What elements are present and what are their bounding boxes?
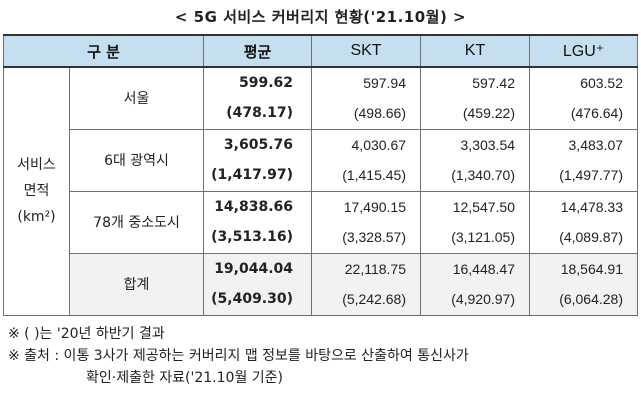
header-row: 구 분 평균 SKT KT LGU⁺ (2, 34, 639, 68)
kt-value: 16,448.47 (452, 261, 516, 277)
header-lgu: LGU⁺ (529, 34, 639, 68)
skt-prev-value: (5,242.68) (342, 291, 407, 307)
kt-cell: 16,448.47 (4,920.97) (420, 252, 531, 316)
skt-prev-value: (1,415.45) (342, 167, 407, 183)
kt-prev-value: (3,121.05) (451, 229, 516, 245)
table-row: 서비스 면적 (km²) 서울 599.62 (478.17) 597.94 (49… (3, 66, 639, 316)
footnote-source-continued: 확인·제출한 자료('21.10월 기준) (86, 370, 284, 386)
region-label: 6대 광역시 (68, 128, 205, 192)
avg-cell: 599.62 (478.17) (203, 66, 313, 130)
avg-prev-value: (3,513.16) (211, 229, 294, 245)
kt-prev-value: (4,920.97) (451, 291, 516, 307)
lgu-value: 14,478.33 (560, 199, 624, 215)
skt-cell: 4,030.67 (1,415.45) (311, 128, 422, 192)
avg-cell: 14,838.66 (3,513.16) (203, 190, 313, 254)
lgu-value: 3,483.07 (568, 137, 624, 153)
group-label-line-3: (km²) (17, 209, 56, 226)
lgu-value: 18,564.91 (560, 261, 624, 277)
avg-value: 599.62 (238, 75, 294, 92)
lgu-cell: 18,564.91 (6,064.28) (529, 252, 639, 316)
skt-prev-value: (498.66) (353, 105, 407, 122)
header-category: 구 분 (2, 34, 205, 68)
region-label: 합계 (68, 252, 205, 316)
skt-value: 4,030.67 (351, 137, 407, 153)
table-row: 6대 광역시 3,605.76 (1,417.97) 4,030.67 (1,415… (4, 128, 639, 192)
skt-value: 17,490.15 (343, 199, 407, 215)
kt-value: 3,303.54 (460, 137, 516, 153)
skt-cell: 17,490.15 (3,328.57) (311, 190, 422, 254)
lgu-cell: 603.52 (476.64) (529, 66, 639, 130)
region-label: 78개 중소도시 (68, 190, 205, 254)
lgu-prev-value: (4,089.87) (559, 229, 624, 245)
lgu-prev-value: (6,064.28) (559, 291, 624, 307)
kt-value: 12,547.50 (452, 199, 516, 215)
kt-cell: 12,547.50 (3,121.05) (420, 190, 531, 254)
group-label: 서비스 면적 (km²) (3, 66, 70, 316)
table-row-total: 합계 19,044.04 (5,409.30) 22,118.75 (5,242.6… (4, 252, 639, 316)
lgu-value: 603.52 (580, 75, 624, 92)
lgu-prev-value: (476.64) (570, 105, 624, 122)
skt-value: 22,118.75 (344, 261, 407, 277)
header-kt: KT (420, 34, 531, 68)
skt-prev-value: (3,328.57) (342, 229, 407, 245)
header-skt: SKT (311, 34, 422, 68)
footnote-source: ※ 출처 : 이통 3사가 제공하는 커버리지 맵 정보를 바탕으로 산출하여 … (8, 348, 469, 364)
avg-cell: 3,605.76 (1,417.97) (203, 128, 313, 192)
skt-value: 597.94 (363, 75, 407, 92)
group-label-line-2: 면적 (23, 183, 50, 200)
table-row: 78개 중소도시 14,838.66 (3,513.16) 17,490.15 (3… (4, 190, 639, 254)
kt-cell: 597.42 (459.22) (420, 66, 531, 130)
lgu-cell: 14,478.33 (4,089.87) (529, 190, 639, 254)
lgu-cell: 3,483.07 (1,497.77) (529, 128, 639, 192)
skt-cell: 22,118.75 (5,242.68) (311, 252, 422, 316)
header-avg: 평균 (203, 34, 313, 68)
skt-cell: 597.94 (498.66) (311, 66, 422, 130)
coverage-table: 구 분 평균 SKT KT LGU⁺ 서비스 면적 (km²) 서울 599.6… (2, 34, 639, 316)
lgu-prev-value: (1,497.77) (559, 167, 624, 183)
avg-prev-value: (478.17) (226, 105, 294, 122)
avg-prev-value: (5,409.30) (211, 291, 294, 307)
avg-value: 19,044.04 (214, 261, 294, 277)
region-label: 서울 (68, 66, 205, 130)
avg-value: 14,838.66 (214, 199, 294, 215)
kt-prev-value: (1,340.70) (451, 167, 516, 183)
kt-value: 597.42 (472, 75, 516, 92)
avg-value: 3,605.76 (223, 137, 294, 153)
kt-cell: 3,303.54 (1,340.70) (420, 128, 531, 192)
kt-prev-value: (459.22) (462, 105, 516, 122)
footnotes: ※ ( )는 '20년 하반기 결과 ※ 출처 : 이통 3사가 제공하는 커버… (8, 323, 469, 389)
footnote-previous-period: ※ ( )는 '20년 하반기 결과 (8, 326, 165, 342)
avg-cell: 19,044.04 (5,409.30) (203, 252, 313, 316)
avg-prev-value: (1,417.97) (211, 167, 294, 183)
table-title: < 5G 서비스 커버리지 현황('21.10월) > (174, 8, 467, 26)
group-label-line-1: 서비스 (17, 157, 56, 174)
